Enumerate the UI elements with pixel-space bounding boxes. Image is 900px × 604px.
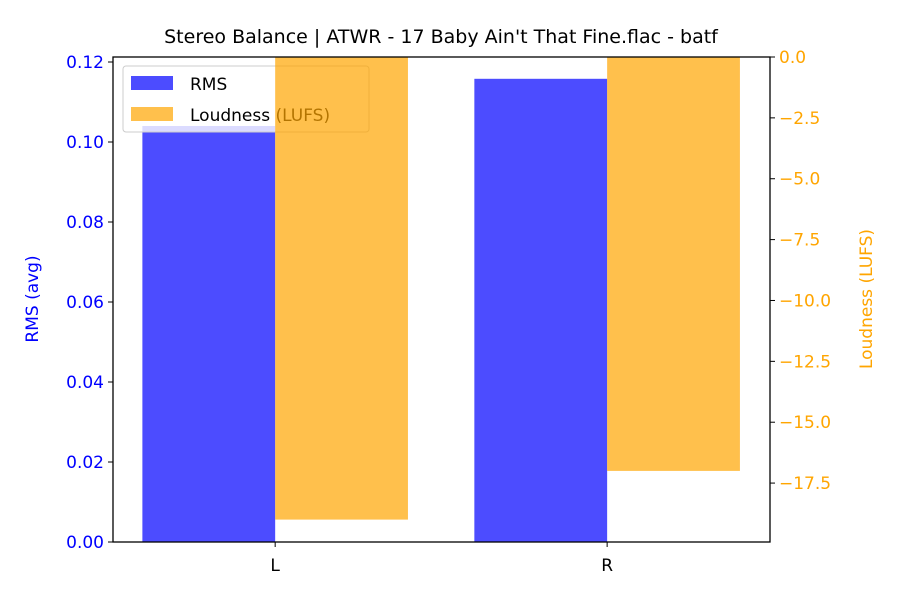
y-tick-label-left: 0.10 (66, 133, 104, 153)
bar-rms-R (474, 78, 608, 543)
y-tick-label-right: −15.0 (779, 413, 831, 433)
y-tick-label-left: 0.06 (66, 293, 104, 313)
y-axis-label-left: RMS (avg) (23, 255, 43, 342)
legend-swatch-loudness (131, 107, 173, 121)
y-tick-label-right: −10.0 (779, 291, 831, 311)
x-tick-label: L (270, 556, 280, 576)
y-tick-label-right: −12.5 (779, 352, 831, 372)
axes-frame (112, 56, 771, 543)
chart-title: Stereo Balance | ATWR - 17 Baby Ain't Th… (164, 26, 719, 48)
legend-swatch-rms (131, 76, 173, 90)
x-tick-label: R (601, 556, 613, 576)
bar-rms-L (142, 126, 276, 542)
bar-loudness-R (607, 57, 740, 471)
legend-label-rms: RMS (190, 75, 227, 95)
y-tick-label-left: 0.12 (66, 53, 104, 73)
y-tick-label-right: −17.5 (779, 474, 831, 494)
bar-loudness-L (275, 57, 408, 520)
y-tick-label-left: 0.04 (66, 373, 104, 393)
y-tick-label-right: −2.5 (779, 109, 820, 129)
y-axis-label-right: Loudness (LUFS) (857, 229, 877, 369)
y-tick-label-left: 0.00 (66, 533, 104, 553)
y-tick-label-right: −7.5 (779, 231, 820, 251)
y-tick-label-left: 0.08 (66, 213, 104, 233)
y-tick-label-left: 0.02 (66, 453, 104, 473)
y-tick-label-right: −5.0 (779, 170, 820, 190)
y-tick-label-right: 0.0 (779, 48, 806, 68)
